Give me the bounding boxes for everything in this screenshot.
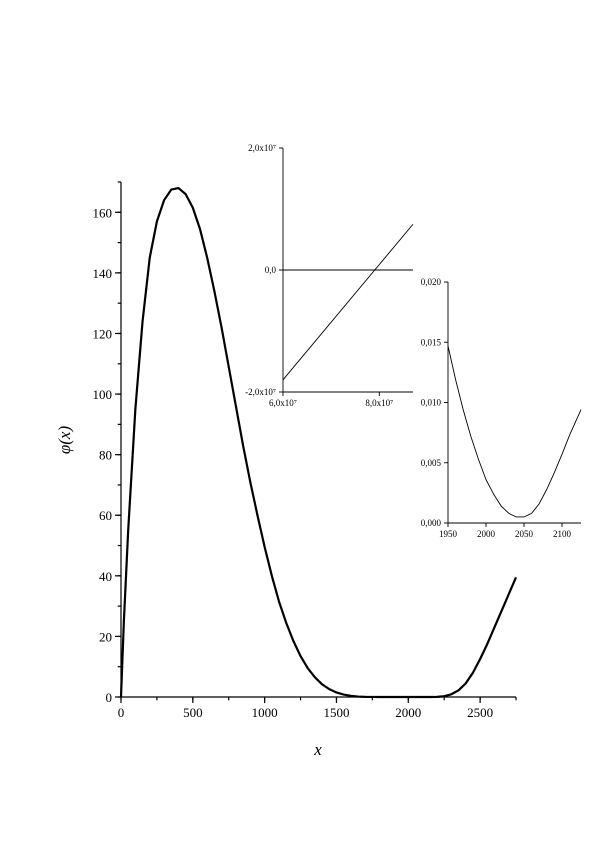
main-ticks: 0 500 1000 1500 2000 2500 0 20 40 60 80 100 120 140 16… [93,181,517,720]
main-y-tick-label: 80 [99,448,112,463]
main-y-tick-label: 60 [99,508,112,523]
main-x-tick-label: 0 [118,705,125,720]
inset-minimum-x-tick-label: 1950 [439,529,458,539]
inset-linear-series-line [282,223,414,381]
main-chart: 0 500 1000 1500 2000 2500 0 20 40 60 80 100 120 140 16… [55,181,518,759]
inset-minimum-y-tick-label: 0,005 [421,458,442,468]
inset-minimum-series-line [447,345,582,518]
y-axis-label: φ(x) [55,426,74,455]
inset-linear-y-tick-label: 2,0x10⁷ [248,143,276,153]
main-x-tick-label: 1500 [323,705,349,720]
main-x-tick-label: 2000 [395,705,421,720]
inset-minimum-x-tick-label: 2050 [515,529,534,539]
main-y-tick-label: 20 [99,629,112,644]
inset-linear-x-tick-label: 8,0x10⁷ [365,398,393,408]
main-axes [120,182,516,698]
main-y-tick-label: 160 [93,205,113,220]
inset-minimum-x-tick-label: 2100 [553,529,572,539]
inset-linear-ticks: 6,0x10⁷ 8,0x10⁷ 2,0x10⁷ 0,0 -2,0x10⁷ [245,143,393,408]
inset-minimum-y-tick-label: 0,010 [421,398,442,408]
x-axis-label: x [313,740,322,759]
inset-minimum-series [447,345,582,518]
main-y-tick-label: 0 [106,690,113,705]
inset-linear-series [282,223,414,381]
main-y-tick-label: 140 [93,266,113,281]
main-y-tick-label: 100 [93,387,113,402]
main-series-line [119,186,518,699]
main-x-tick-label: 2500 [467,705,493,720]
inset-linear-y-tick-label: -2,0x10⁷ [245,387,276,397]
inset-minimum-y-tick-label: 0,000 [421,518,442,528]
inset-linear-chart: 6,0x10⁷ 8,0x10⁷ 2,0x10⁷ 0,0 -2,0x10⁷ [245,143,414,408]
main-x-tick-label: 1000 [252,705,278,720]
inset-minimum-ticks: 1950 2000 2050 2100 0,000 0,005 0,010 0,015 0,02… [421,277,572,539]
main-x-tick-label: 500 [183,705,203,720]
inset-linear-x-tick-label: 6,0x10⁷ [269,398,297,408]
main-y-tick-label: 120 [93,326,113,341]
main-y-tick-label: 40 [99,569,112,584]
inset-minimum-axes [447,282,581,524]
inset-linear-y-tick-label: 0,0 [265,265,277,275]
inset-minimum-chart: 1950 2000 2050 2100 0,000 0,005 0,010 0,015 0,02… [421,277,582,539]
main-series [119,186,518,699]
inset-minimum-y-tick-label: 0,015 [421,337,442,347]
inset-minimum-x-tick-label: 2000 [477,529,496,539]
inset-minimum-y-tick-label: 0,020 [421,277,442,287]
